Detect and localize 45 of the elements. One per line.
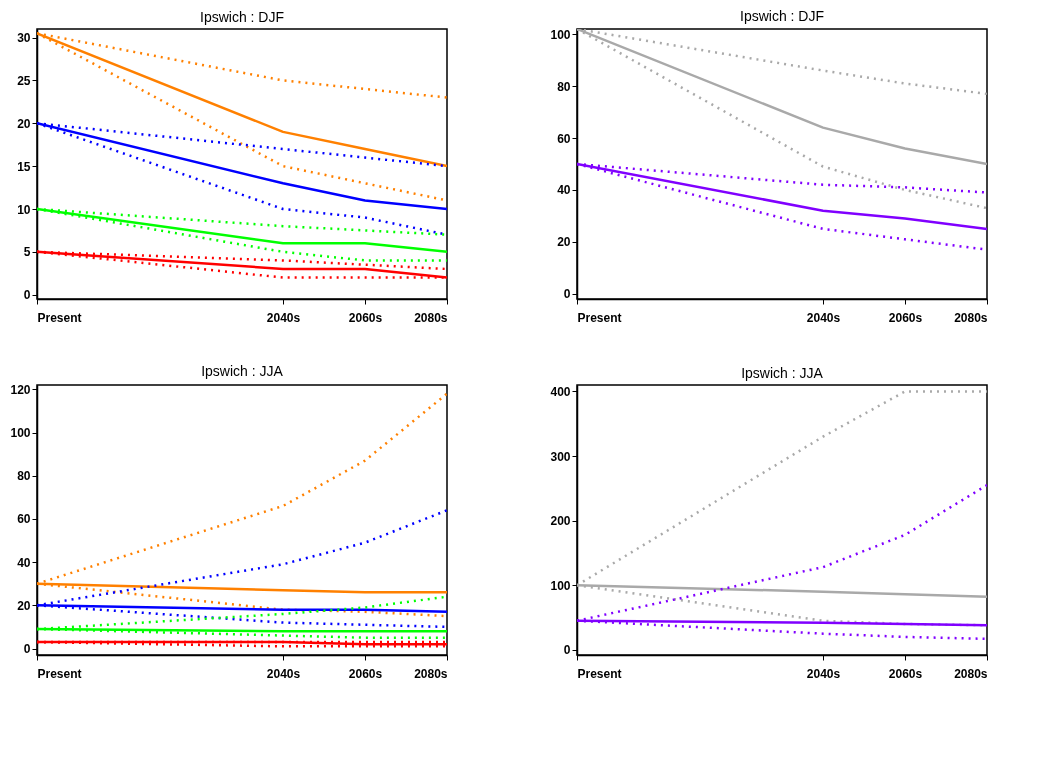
y-tick-label: 0 — [23, 288, 31, 303]
y-tick-label: 15 — [17, 159, 31, 174]
y-tick-label: 25 — [17, 73, 31, 88]
y-tick-label: 100 — [550, 27, 571, 42]
y-tick-label: 0 — [563, 287, 571, 302]
chart-title: Ipswich : JJA — [741, 365, 824, 381]
chart-title: Ipswich : DJF — [739, 8, 825, 25]
x-tick-label: 2080s — [954, 310, 988, 325]
x-tick-label: 2060s — [888, 310, 923, 325]
y-tick-label: 0 — [23, 642, 31, 657]
y-tick-label: 20 — [557, 235, 571, 250]
y-tick-label: 5 — [23, 245, 31, 260]
x-tick-label: 2060s — [348, 666, 383, 681]
x-tick-label: Present — [577, 310, 622, 325]
y-tick-label: 80 — [17, 469, 31, 484]
x-tick-label: Present — [577, 666, 622, 681]
y-tick-label: 100 — [550, 578, 571, 593]
y-tick-label: 20 — [17, 598, 31, 613]
x-tick-label: 2080s — [954, 666, 988, 681]
x-tick-label: 2040s — [806, 666, 841, 681]
y-tick-label: 60 — [17, 512, 31, 527]
y-tick-label: 40 — [557, 183, 571, 198]
y-tick-label: 120 — [10, 382, 31, 397]
y-tick-label: 60 — [557, 131, 571, 146]
x-tick-label: 2040s — [806, 310, 841, 325]
x-tick-label: 2060s — [888, 666, 923, 681]
chart-title: Ipswich : DJF — [199, 9, 285, 25]
y-tick-label: 10 — [17, 202, 31, 217]
y-tick-label: 20 — [17, 116, 31, 131]
y-tick-label: 200 — [550, 514, 571, 529]
x-tick-label: 2080s — [414, 310, 448, 325]
y-tick-label: 300 — [550, 449, 571, 464]
y-tick-label: 30 — [17, 31, 31, 46]
x-tick-label: Present — [37, 666, 82, 681]
chart-title: Ipswich : JJA — [201, 363, 284, 380]
x-tick-label: 2060s — [348, 310, 383, 325]
y-tick-label: 40 — [17, 555, 31, 570]
x-tick-label: Present — [37, 310, 82, 325]
x-tick-label: 2080s — [414, 666, 448, 681]
x-tick-label: 2040s — [266, 666, 301, 681]
y-tick-label: 100 — [10, 426, 31, 441]
y-tick-label: 80 — [557, 79, 571, 94]
y-tick-label: 0 — [563, 643, 571, 658]
x-tick-label: 2040s — [266, 310, 301, 325]
y-tick-label: 400 — [550, 384, 571, 399]
